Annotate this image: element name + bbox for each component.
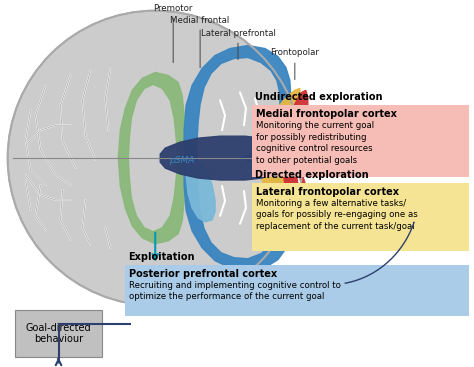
Text: Undirected exploration: Undirected exploration (255, 92, 383, 102)
Text: pSMA: pSMA (170, 156, 195, 164)
Text: Medial frontopolar cortex: Medial frontopolar cortex (256, 109, 397, 119)
Text: Premotor: Premotor (154, 4, 193, 63)
Polygon shape (184, 46, 291, 158)
Polygon shape (118, 158, 184, 244)
Text: Exploitation: Exploitation (128, 252, 195, 262)
Text: Lateral prefrontal: Lateral prefrontal (201, 29, 275, 60)
FancyBboxPatch shape (125, 265, 469, 316)
Text: Medial frontal: Medial frontal (171, 16, 230, 68)
Ellipse shape (8, 11, 303, 306)
Text: Frontopolar: Frontopolar (270, 48, 319, 80)
Polygon shape (118, 72, 184, 158)
Polygon shape (258, 88, 300, 158)
FancyBboxPatch shape (15, 309, 102, 357)
Text: Lateral frontopolar cortex: Lateral frontopolar cortex (256, 187, 399, 197)
Polygon shape (184, 158, 291, 271)
Text: Monitoring the current goal
for possibly redistributing
cognitive control resour: Monitoring the current goal for possibly… (256, 121, 374, 164)
Polygon shape (160, 136, 280, 180)
Polygon shape (282, 90, 308, 158)
Polygon shape (282, 158, 308, 226)
Text: Recruiting and implementing cognitive control to
optimize the performance of the: Recruiting and implementing cognitive co… (129, 281, 341, 301)
Polygon shape (184, 158, 215, 222)
FancyBboxPatch shape (252, 183, 469, 251)
Text: Posterior prefrontal cortex: Posterior prefrontal cortex (129, 269, 277, 279)
Text: Goal-directed
behaviour: Goal-directed behaviour (26, 323, 91, 344)
Text: Monitoring a few alternative tasks/
goals for possibly re-engaging one as
replac: Monitoring a few alternative tasks/ goal… (256, 199, 418, 231)
FancyBboxPatch shape (252, 105, 469, 177)
Polygon shape (258, 158, 300, 228)
Text: Directed exploration: Directed exploration (255, 170, 369, 180)
